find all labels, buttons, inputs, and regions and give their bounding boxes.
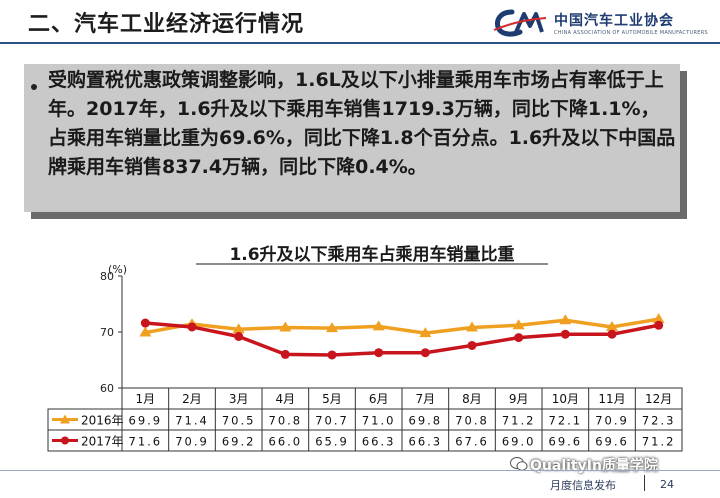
footer-rule: [0, 470, 720, 471]
data-label: 71.2: [502, 414, 536, 428]
series-line-2016年: [145, 317, 659, 335]
data-point-circle: [187, 322, 197, 332]
y-axis-unit: (%): [108, 263, 127, 276]
x-tick-label: 9月: [509, 392, 529, 406]
data-point-circle: [467, 340, 477, 350]
data-point-circle: [420, 348, 430, 358]
summary-text: 受购置税优惠政策调整影响，1.6L及以下小排量乘用车市场占有率低于上年。2017…: [48, 69, 676, 178]
data-label: 71.2: [642, 435, 676, 449]
logo-chinese-text: 中国汽车工业协会: [554, 13, 674, 29]
slide-title: 二、汽车工业经济运行情况: [28, 12, 305, 37]
summary-box: [24, 64, 680, 212]
legend-marker-triangle: [60, 414, 70, 424]
data-label: 65.9: [315, 435, 349, 449]
data-point-triangle: [232, 323, 245, 334]
data-point-circle: [280, 349, 290, 359]
data-label: 72.3: [642, 414, 676, 428]
data-point-triangle: [372, 320, 385, 331]
data-point-triangle: [466, 321, 478, 332]
data-label: 70.8: [455, 414, 489, 428]
data-label: 70.9: [175, 435, 209, 449]
legend-marker-circle: [61, 436, 69, 445]
header-rule: [0, 42, 720, 44]
data-point-circle: [514, 333, 524, 343]
data-label: 70.9: [595, 414, 629, 428]
wechat-icon: [510, 457, 528, 471]
x-tick-label: 12月: [645, 392, 672, 406]
data-label: 66.3: [409, 435, 443, 449]
y-tick-label: 70: [100, 326, 114, 339]
data-point-circle: [140, 318, 150, 328]
footer-label: 月度信息发布: [550, 479, 616, 492]
data-label: 69.0: [502, 435, 536, 449]
watermark-text: QualityIn质量学院: [530, 458, 658, 474]
x-tick-label: 5月: [322, 392, 342, 406]
data-label: 66.3: [362, 435, 396, 449]
data-point-triangle: [652, 313, 665, 324]
data-point-triangle: [512, 319, 525, 330]
data-label: 71.6: [129, 435, 163, 449]
caam-logo: 中国汽车工业协会 CHINA ASSOCIATION OF AUTOMOBILE…: [492, 6, 717, 40]
logo-english-text: CHINA ASSOCIATION OF AUTOMOBILE MANUFACT…: [554, 30, 708, 36]
data-label: 71.0: [362, 414, 396, 428]
bullet-icon: [31, 84, 37, 90]
data-point-triangle: [606, 320, 618, 331]
data-label: 69.8: [409, 414, 443, 428]
data-label: 70.8: [269, 414, 303, 428]
data-label: 69.9: [129, 414, 163, 428]
data-point-triangle: [139, 326, 152, 337]
data-label: 69.6: [595, 435, 629, 449]
data-label: 69.6: [549, 435, 583, 449]
data-point-circle: [374, 348, 384, 358]
x-tick-label: 3月: [229, 392, 249, 406]
data-point-circle: [607, 329, 617, 339]
data-point-circle: [654, 320, 664, 330]
caam-logo-icon: [493, 9, 547, 37]
x-tick-label: 4月: [276, 392, 296, 406]
series-line-2017年: [145, 321, 659, 357]
chart-title: 1.6升及以下乘用车占乘用车销量比重: [229, 244, 514, 265]
data-label: 69.2: [222, 435, 256, 449]
line-chart: 1.6升及以下乘用车占乘用车销量比重 (%) 60 70 80 1月 2月 3月 4月 5月…: [47, 244, 683, 452]
data-label: 70.7: [315, 414, 349, 428]
data-point-circle: [560, 329, 570, 339]
x-tick-label: 6月: [369, 392, 389, 406]
data-label: 71.4: [175, 414, 209, 428]
x-tick-label: 2月: [182, 392, 202, 406]
data-label: 70.5: [222, 414, 256, 428]
data-point-triangle: [559, 314, 572, 325]
y-tick-label: 80: [100, 270, 114, 283]
x-tick-label: 7月: [416, 392, 436, 406]
x-tick-label: 11月: [598, 392, 625, 406]
data-point-triangle: [419, 327, 432, 338]
x-tick-label: 1月: [136, 392, 156, 406]
footer-divider: [644, 475, 645, 491]
data-point-circle: [327, 350, 337, 360]
legend-label: 2016年: [81, 414, 124, 428]
slide-header: 二、汽车工业经济运行情况 中国汽车工业协会 CHINA ASSOCIATION …: [0, 0, 720, 46]
y-tick-label: 60: [100, 382, 114, 395]
data-point-triangle: [326, 322, 338, 333]
x-tick-label: 10月: [552, 392, 579, 406]
data-label: 72.1: [549, 414, 583, 428]
page-number: 24: [660, 478, 674, 491]
data-point-triangle: [279, 321, 292, 332]
legend-label: 2017年: [81, 435, 124, 449]
data-label: 67.6: [455, 435, 489, 449]
data-label: 66.0: [269, 435, 303, 449]
data-point-circle: [234, 331, 244, 341]
x-tick-label: 8月: [462, 392, 482, 406]
